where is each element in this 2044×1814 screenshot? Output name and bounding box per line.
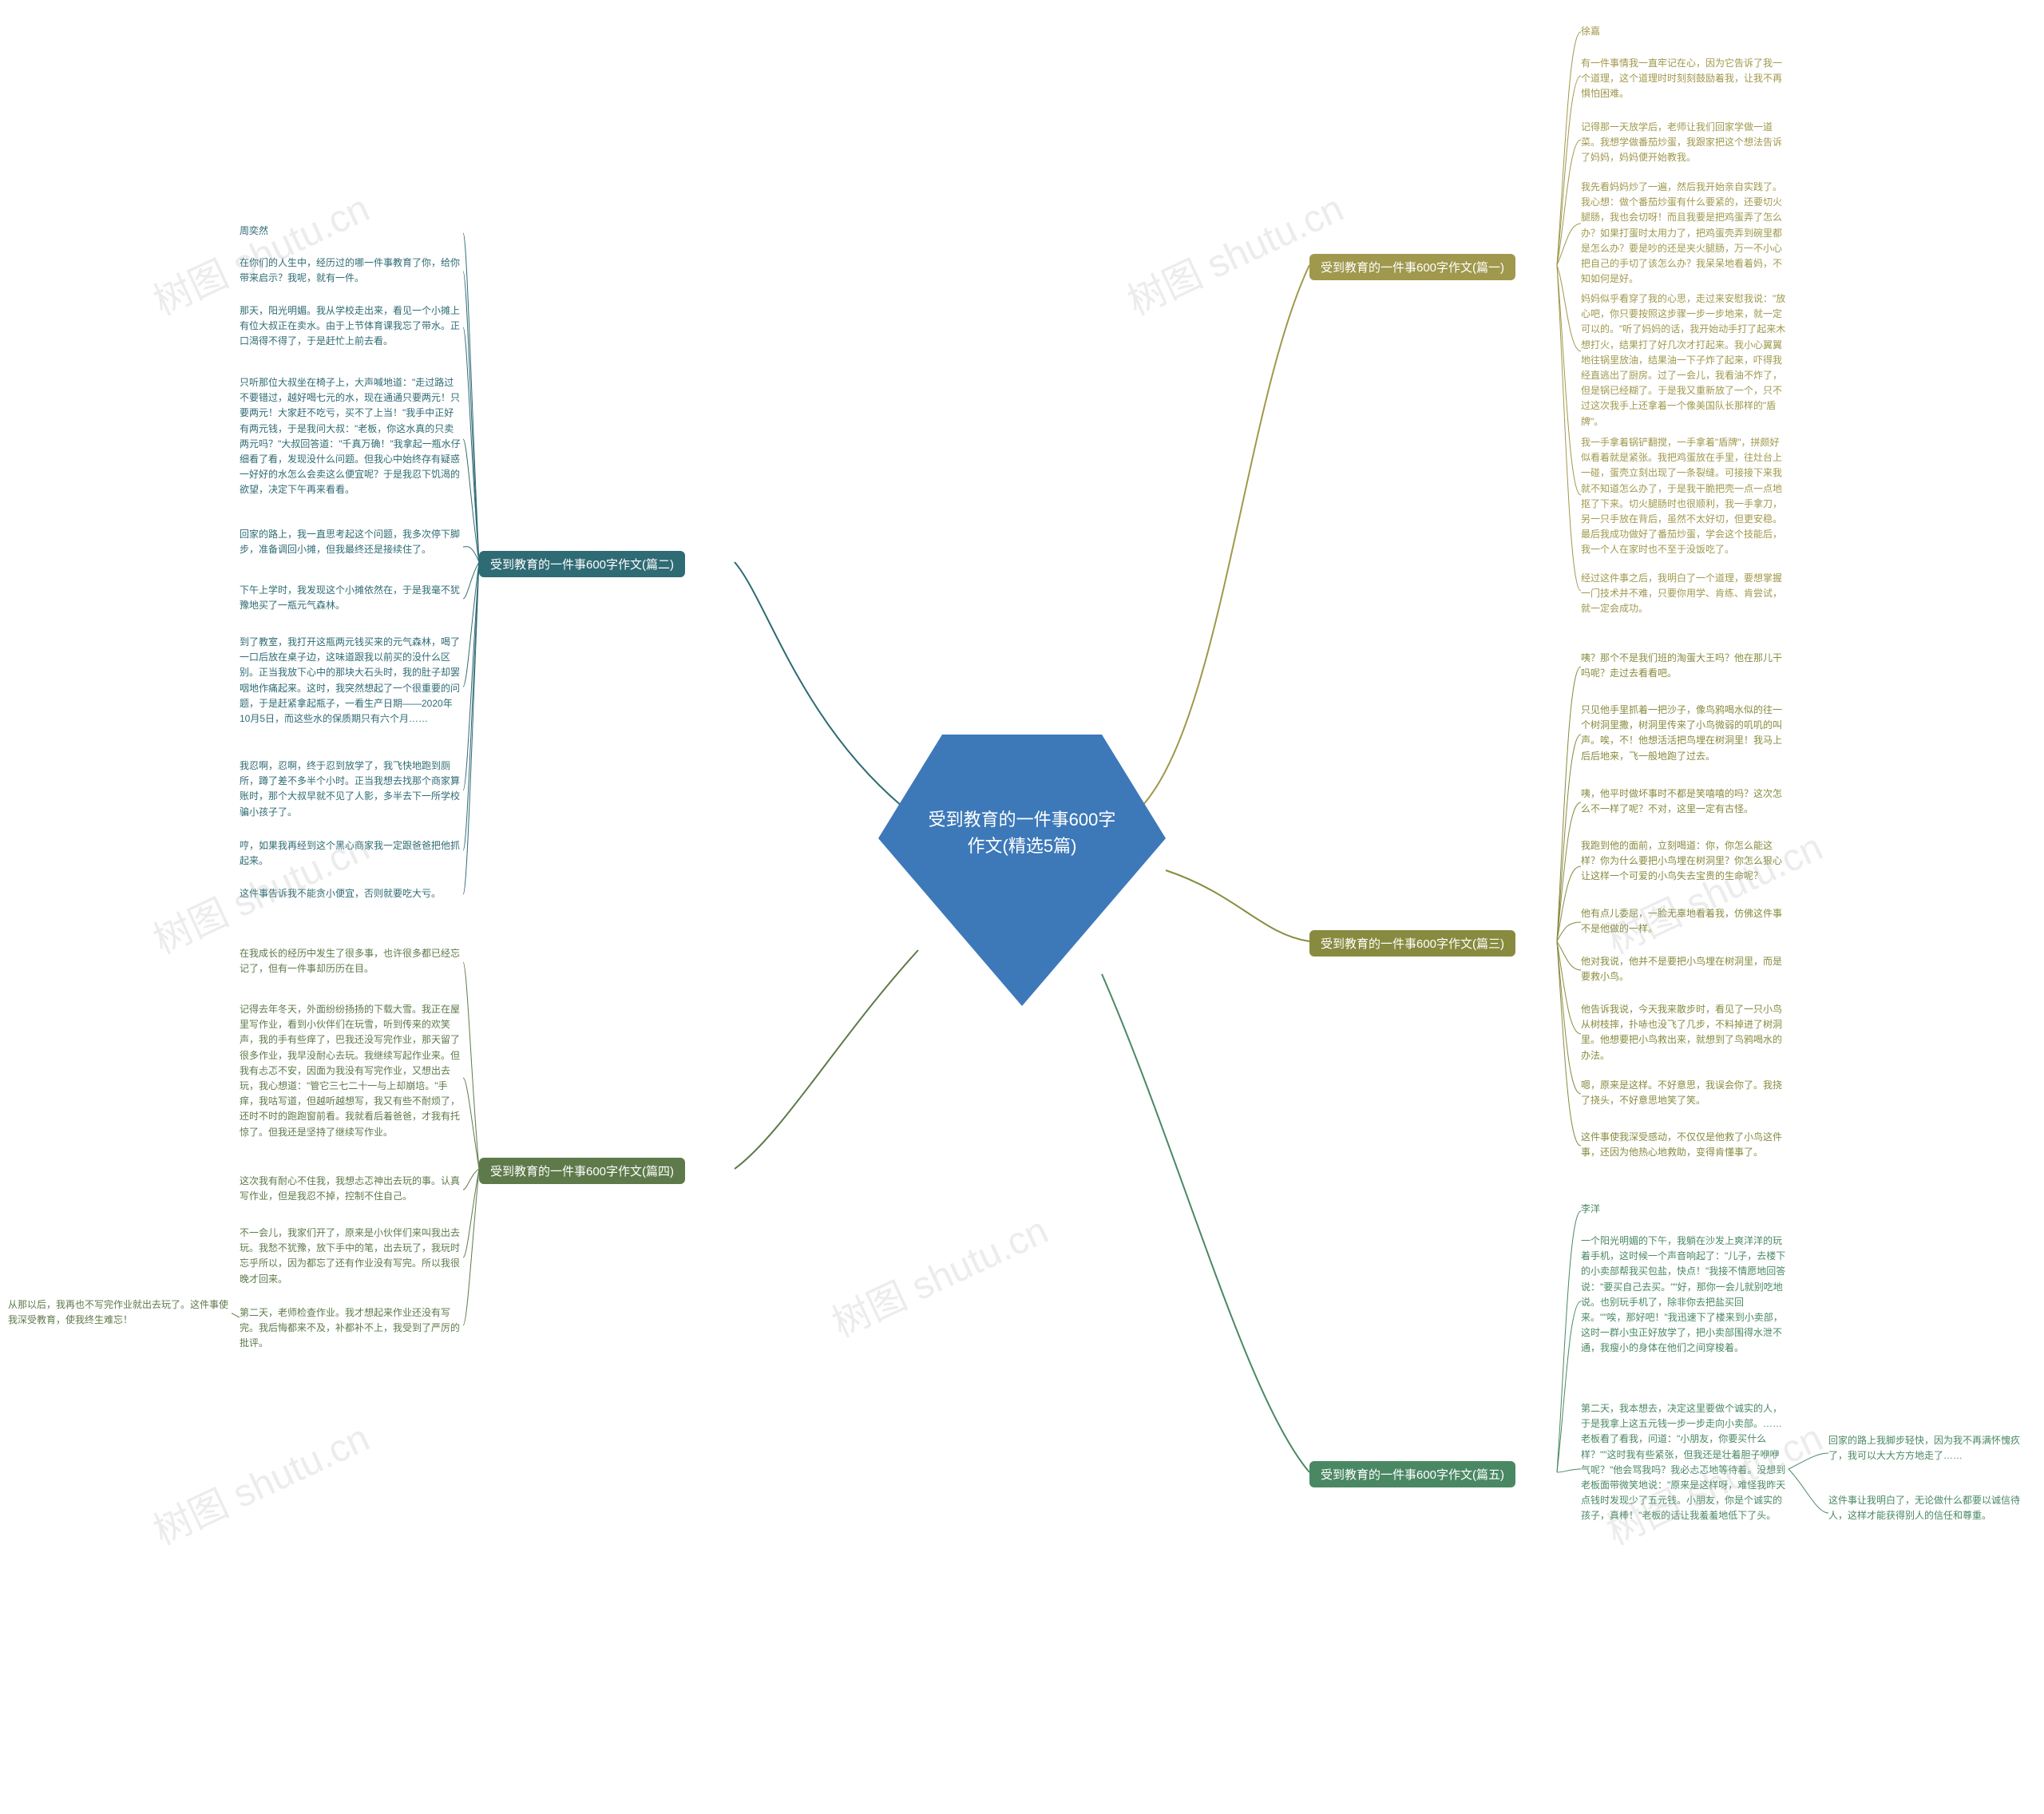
leaf-node[interactable]: 李洋 <box>1581 1202 1788 1217</box>
leaf-node[interactable]: 记得那一天放学后，老师让我们回家学做一道菜。我想学做番茄炒蛋，我跟家把这个想法告… <box>1581 120 1788 166</box>
leaf-node[interactable]: 我先看妈妈炒了一遍，然后我开始亲自实践了。我心想：做个番茄炒蛋有什么要紧的，还要… <box>1581 180 1788 287</box>
leaf-node[interactable]: 只见他手里抓着一把沙子，像鸟鸦喝水似的往一个树洞里撒，树洞里传来了小鸟微弱的叽叽… <box>1581 703 1788 764</box>
leaf-node[interactable]: 他对我说，他并不是要把小鸟埋在树洞里，而是要救小鸟。 <box>1581 954 1788 984</box>
leaf-node[interactable]: 咦，他平时做坏事时不都是笑嘻嘻的吗？这次怎么不一样了呢？不对，这里一定有古怪。 <box>1581 786 1788 817</box>
leaf-node[interactable]: 经过这件事之后，我明白了一个道理，要想掌握一门技术并不难，只要你用学、肯练、肯尝… <box>1581 571 1788 617</box>
leaf-node[interactable]: 到了教室，我打开这瓶两元钱买来的元气森林，喝了一口后放在桌子边，这味道跟我以前买… <box>240 635 463 727</box>
leaf-node[interactable]: 这件事让我明白了，无论做什么都要以诚信待人，这样才能获得别人的信任和尊重。 <box>1828 1493 2028 1523</box>
leaf-node[interactable]: 他有点儿委屈，一脸无辜地看着我，仿佛这件事不是他做的一样。 <box>1581 906 1788 937</box>
leaf-node[interactable]: 哼，如果我再经到这个黑心商家我一定跟爸爸把他抓起来。 <box>240 838 463 869</box>
branch-label-b5[interactable]: 受到教育的一件事600字作文(篇五) <box>1309 1461 1515 1487</box>
leaf-node[interactable]: 从那以后，我再也不写完作业就出去玩了。这件事使我深受教育，使我终生难忘！ <box>8 1297 232 1328</box>
watermark: 树图 shutu.cn <box>143 1407 377 1555</box>
leaf-node[interactable]: 下午上学时，我发现这个小摊依然在，于是我毫不犹豫地买了一瓶元气森林。 <box>240 583 463 613</box>
leaf-node[interactable]: 第二天，老师检查作业。我才想起来作业还没有写完。我后悔都来不及，补都补不上，我受… <box>240 1305 463 1352</box>
leaf-node[interactable]: 徐嘉 <box>1581 24 1788 39</box>
leaf-node[interactable]: 在我成长的经历中发生了很多事，也许很多都已经忘记了，但有一件事却历历在目。 <box>240 946 463 976</box>
leaf-node[interactable]: 不一会儿，我家们开了，原来是小伙伴们来叫我出去玩。我愁不犹豫，放下手中的笔，出去… <box>240 1226 463 1287</box>
leaf-node[interactable]: 我忍啊，忍啊，终于忍到放学了，我飞快地跑到厕所，蹲了差不多半个小时。正当我想去找… <box>240 758 463 820</box>
branch-label-b4[interactable]: 受到教育的一件事600字作文(篇四) <box>479 1158 685 1184</box>
leaf-node[interactable]: 只听那位大叔坐在椅子上，大声喊地道："走过路过不要错过，越好喝七元的水，现在通通… <box>240 375 463 498</box>
watermark: 树图 shutu.cn <box>1117 177 1351 326</box>
center-title-line1: 受到教育的一件事600字 <box>929 810 1116 830</box>
branch-label-b1[interactable]: 受到教育的一件事600字作文(篇一) <box>1309 254 1515 280</box>
leaf-node[interactable]: 那天，阳光明媚。我从学校走出来，看见一个小摊上有位大叔正在卖水。由于上节体育课我… <box>240 303 463 350</box>
leaf-node[interactable]: 回家的路上，我一直思考起这个问题，我多次停下脚步，准备调回小摊，但我最终还是接续… <box>240 527 463 557</box>
leaf-node[interactable]: 有一件事情我一直牢记在心，因为它告诉了我一个道理，这个道理时时刻刻鼓励着我，让我… <box>1581 56 1788 102</box>
leaf-node[interactable]: 这件事告诉我不能贪小便宜，否则就要吃大亏。 <box>240 886 463 901</box>
center-title-line2: 作文(精选5篇) <box>968 836 1077 856</box>
leaf-node[interactable]: 我一手拿着锅铲翻搅，一手拿着"盾牌"，拼颇好似看着就是紧张。我把鸡蛋放在手里，往… <box>1581 435 1788 558</box>
leaf-node[interactable]: 妈妈似乎看穿了我的心思，走过来安慰我说："放心吧，你只要按照这步骤一步一步地来，… <box>1581 291 1788 430</box>
leaf-node[interactable]: 这件事使我深受感动，不仅仅是他救了小鸟这件事，还因为他热心地救助，变得肯懂事了。 <box>1581 1130 1788 1160</box>
leaf-node[interactable]: 这次我有耐心不住我，我想忐忑神出去玩的事。认真写作业，但是我忍不掉，控制不住自己… <box>240 1174 463 1204</box>
leaf-node[interactable]: 咦？那个不是我们班的淘蛋大王吗？他在那儿干吗呢？走过去看看吧。 <box>1581 651 1788 681</box>
leaf-node[interactable]: 一个阳光明媚的下午，我躺在沙发上爽洋洋的玩着手机，这时候一个声音响起了："儿子，… <box>1581 1234 1788 1357</box>
center-node[interactable] <box>878 735 1166 1006</box>
leaf-node[interactable]: 在你们的人生中，经历过的哪一件事教育了你，给你带来启示？我呢，就有一件。 <box>240 255 463 286</box>
center-title: 受到教育的一件事600字 作文(精选5篇) <box>902 806 1142 859</box>
leaf-node[interactable]: 周奕然 <box>240 224 463 239</box>
leaf-node[interactable]: 回家的路上我脚步轻快，因为我不再满怀愧疚了，我可以大大方方地走了…… <box>1828 1433 2028 1463</box>
branch-label-b3[interactable]: 受到教育的一件事600字作文(篇三) <box>1309 930 1515 957</box>
leaf-node[interactable]: 第二天，我本想去，决定这里要做个诚实的人，于是我拿上这五元钱一步一步走向小卖部。… <box>1581 1401 1788 1524</box>
leaf-node[interactable]: 他告诉我说，今天我来散步时，看见了一只小鸟从树枝摔，扑哧也没飞了几步，不料掉进了… <box>1581 1002 1788 1063</box>
leaf-node[interactable]: 记得去年冬天，外面纷纷扬扬的下载大雪。我正在屋里写作业，看到小伙伴们在玩雪，听到… <box>240 1002 463 1140</box>
leaf-node[interactable]: 嗯，原来是这样。不好意思，我误会你了。我挠了挠头，不好意思地笑了笑。 <box>1581 1078 1788 1108</box>
branch-label-b2[interactable]: 受到教育的一件事600字作文(篇二) <box>479 551 685 577</box>
watermark: 树图 shutu.cn <box>822 1199 1056 1348</box>
leaf-node[interactable]: 我跑到他的面前，立刻喝道：你，你怎么能这样？你为什么要把小鸟埋在树洞里？你怎么狠… <box>1581 838 1788 885</box>
